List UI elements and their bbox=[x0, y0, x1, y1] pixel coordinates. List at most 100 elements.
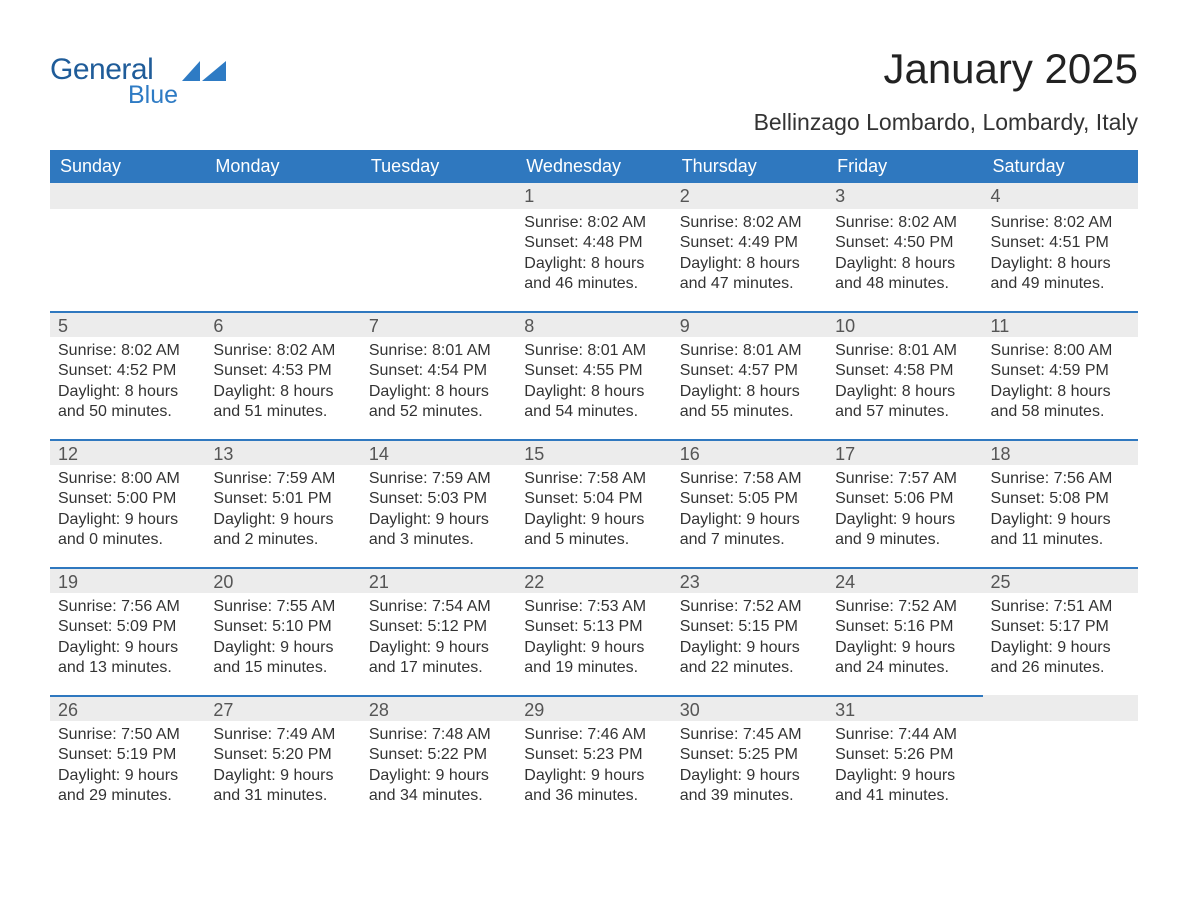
sunset-text: Sunset: 5:26 PM bbox=[835, 745, 974, 765]
calendar-cell: 17Sunrise: 7:57 AMSunset: 5:06 PMDayligh… bbox=[827, 439, 982, 567]
calendar-cell: 19Sunrise: 7:56 AMSunset: 5:09 PMDayligh… bbox=[50, 567, 205, 695]
sunrise-text: Sunrise: 7:53 AM bbox=[524, 597, 663, 617]
daylight-text: and 54 minutes. bbox=[524, 402, 663, 422]
sunrise-text: Sunrise: 8:02 AM bbox=[991, 213, 1130, 233]
day-content: Sunrise: 7:58 AMSunset: 5:05 PMDaylight:… bbox=[672, 465, 827, 551]
daylight-text: Daylight: 9 hours bbox=[213, 766, 352, 786]
daylight-text: and 5 minutes. bbox=[524, 530, 663, 550]
daylight-text: Daylight: 9 hours bbox=[835, 638, 974, 658]
day-number: 15 bbox=[516, 439, 671, 465]
calendar-table: Sunday Monday Tuesday Wednesday Thursday… bbox=[50, 150, 1138, 823]
daylight-text: Daylight: 9 hours bbox=[524, 766, 663, 786]
daylight-text: Daylight: 8 hours bbox=[680, 254, 819, 274]
day-content: Sunrise: 7:54 AMSunset: 5:12 PMDaylight:… bbox=[361, 593, 516, 679]
calendar-cell: 28Sunrise: 7:48 AMSunset: 5:22 PMDayligh… bbox=[361, 695, 516, 823]
day-content: Sunrise: 8:02 AMSunset: 4:52 PMDaylight:… bbox=[50, 337, 205, 423]
day-content: Sunrise: 8:00 AMSunset: 5:00 PMDaylight:… bbox=[50, 465, 205, 551]
calendar-cell: 16Sunrise: 7:58 AMSunset: 5:05 PMDayligh… bbox=[672, 439, 827, 567]
day-number: 10 bbox=[827, 311, 982, 337]
sunrise-text: Sunrise: 8:02 AM bbox=[680, 213, 819, 233]
daylight-text: and 31 minutes. bbox=[213, 786, 352, 806]
day-content: Sunrise: 8:01 AMSunset: 4:58 PMDaylight:… bbox=[827, 337, 982, 423]
daylight-text: and 22 minutes. bbox=[680, 658, 819, 678]
calendar-cell: 7Sunrise: 8:01 AMSunset: 4:54 PMDaylight… bbox=[361, 311, 516, 439]
sunrise-text: Sunrise: 8:01 AM bbox=[680, 341, 819, 361]
sunrise-text: Sunrise: 8:00 AM bbox=[58, 469, 197, 489]
sunrise-text: Sunrise: 7:48 AM bbox=[369, 725, 508, 745]
day-number: 31 bbox=[827, 695, 982, 721]
sunset-text: Sunset: 5:06 PM bbox=[835, 489, 974, 509]
daylight-text: and 51 minutes. bbox=[213, 402, 352, 422]
calendar-cell: 22Sunrise: 7:53 AMSunset: 5:13 PMDayligh… bbox=[516, 567, 671, 695]
sunset-text: Sunset: 5:03 PM bbox=[369, 489, 508, 509]
calendar-cell: 21Sunrise: 7:54 AMSunset: 5:12 PMDayligh… bbox=[361, 567, 516, 695]
sunset-text: Sunset: 5:10 PM bbox=[213, 617, 352, 637]
daylight-text: and 17 minutes. bbox=[369, 658, 508, 678]
daylight-text: and 47 minutes. bbox=[680, 274, 819, 294]
sunrise-text: Sunrise: 8:01 AM bbox=[369, 341, 508, 361]
daylight-text: Daylight: 9 hours bbox=[524, 510, 663, 530]
day-content: Sunrise: 7:59 AMSunset: 5:01 PMDaylight:… bbox=[205, 465, 360, 551]
daylight-text: Daylight: 9 hours bbox=[991, 510, 1130, 530]
daylight-text: and 11 minutes. bbox=[991, 530, 1130, 550]
daylight-text: and 55 minutes. bbox=[680, 402, 819, 422]
calendar-cell bbox=[983, 695, 1138, 823]
day-content: Sunrise: 7:56 AMSunset: 5:09 PMDaylight:… bbox=[50, 593, 205, 679]
daylight-text: Daylight: 8 hours bbox=[991, 382, 1130, 402]
sunset-text: Sunset: 4:51 PM bbox=[991, 233, 1130, 253]
daylight-text: Daylight: 9 hours bbox=[58, 510, 197, 530]
sunset-text: Sunset: 5:13 PM bbox=[524, 617, 663, 637]
day-content: Sunrise: 8:00 AMSunset: 4:59 PMDaylight:… bbox=[983, 337, 1138, 423]
day-number: 8 bbox=[516, 311, 671, 337]
daylight-text: Daylight: 8 hours bbox=[58, 382, 197, 402]
sunrise-text: Sunrise: 7:55 AM bbox=[213, 597, 352, 617]
weekday-header: Saturday bbox=[983, 150, 1138, 183]
logo-flag-icon bbox=[182, 61, 228, 94]
day-content: Sunrise: 7:56 AMSunset: 5:08 PMDaylight:… bbox=[983, 465, 1138, 551]
sunrise-text: Sunrise: 7:57 AM bbox=[835, 469, 974, 489]
calendar-cell: 15Sunrise: 7:58 AMSunset: 5:04 PMDayligh… bbox=[516, 439, 671, 567]
calendar-cell: 11Sunrise: 8:00 AMSunset: 4:59 PMDayligh… bbox=[983, 311, 1138, 439]
daylight-text: Daylight: 9 hours bbox=[680, 766, 819, 786]
calendar-cell: 26Sunrise: 7:50 AMSunset: 5:19 PMDayligh… bbox=[50, 695, 205, 823]
calendar-cell: 8Sunrise: 8:01 AMSunset: 4:55 PMDaylight… bbox=[516, 311, 671, 439]
day-content: Sunrise: 8:02 AMSunset: 4:48 PMDaylight:… bbox=[516, 209, 671, 295]
calendar-cell: 20Sunrise: 7:55 AMSunset: 5:10 PMDayligh… bbox=[205, 567, 360, 695]
day-number: 20 bbox=[205, 567, 360, 593]
day-number: 12 bbox=[50, 439, 205, 465]
sunrise-text: Sunrise: 8:01 AM bbox=[835, 341, 974, 361]
sunrise-text: Sunrise: 8:00 AM bbox=[991, 341, 1130, 361]
calendar-cell: 1Sunrise: 8:02 AMSunset: 4:48 PMDaylight… bbox=[516, 183, 671, 311]
day-content: Sunrise: 7:44 AMSunset: 5:26 PMDaylight:… bbox=[827, 721, 982, 807]
weekday-header-row: Sunday Monday Tuesday Wednesday Thursday… bbox=[50, 150, 1138, 183]
daylight-text: Daylight: 8 hours bbox=[369, 382, 508, 402]
daylight-text: Daylight: 9 hours bbox=[680, 638, 819, 658]
sunrise-text: Sunrise: 7:59 AM bbox=[213, 469, 352, 489]
daylight-text: Daylight: 9 hours bbox=[369, 510, 508, 530]
daylight-text: and 9 minutes. bbox=[835, 530, 974, 550]
day-content: Sunrise: 7:50 AMSunset: 5:19 PMDaylight:… bbox=[50, 721, 205, 807]
daylight-text: Daylight: 9 hours bbox=[213, 510, 352, 530]
daylight-text: and 15 minutes. bbox=[213, 658, 352, 678]
calendar-cell: 6Sunrise: 8:02 AMSunset: 4:53 PMDaylight… bbox=[205, 311, 360, 439]
day-number-bar bbox=[50, 183, 205, 209]
daylight-text: and 46 minutes. bbox=[524, 274, 663, 294]
daylight-text: and 24 minutes. bbox=[835, 658, 974, 678]
daylight-text: Daylight: 9 hours bbox=[835, 766, 974, 786]
calendar-cell bbox=[361, 183, 516, 311]
day-content: Sunrise: 7:55 AMSunset: 5:10 PMDaylight:… bbox=[205, 593, 360, 679]
sunset-text: Sunset: 5:16 PM bbox=[835, 617, 974, 637]
calendar-cell: 18Sunrise: 7:56 AMSunset: 5:08 PMDayligh… bbox=[983, 439, 1138, 567]
daylight-text: Daylight: 8 hours bbox=[835, 254, 974, 274]
calendar-cell: 13Sunrise: 7:59 AMSunset: 5:01 PMDayligh… bbox=[205, 439, 360, 567]
sunset-text: Sunset: 5:22 PM bbox=[369, 745, 508, 765]
daylight-text: and 50 minutes. bbox=[58, 402, 197, 422]
day-content: Sunrise: 7:45 AMSunset: 5:25 PMDaylight:… bbox=[672, 721, 827, 807]
day-content: Sunrise: 7:58 AMSunset: 5:04 PMDaylight:… bbox=[516, 465, 671, 551]
daylight-text: and 58 minutes. bbox=[991, 402, 1130, 422]
daylight-text: and 48 minutes. bbox=[835, 274, 974, 294]
sunset-text: Sunset: 5:04 PM bbox=[524, 489, 663, 509]
day-number: 16 bbox=[672, 439, 827, 465]
sunset-text: Sunset: 4:50 PM bbox=[835, 233, 974, 253]
daylight-text: Daylight: 9 hours bbox=[369, 766, 508, 786]
